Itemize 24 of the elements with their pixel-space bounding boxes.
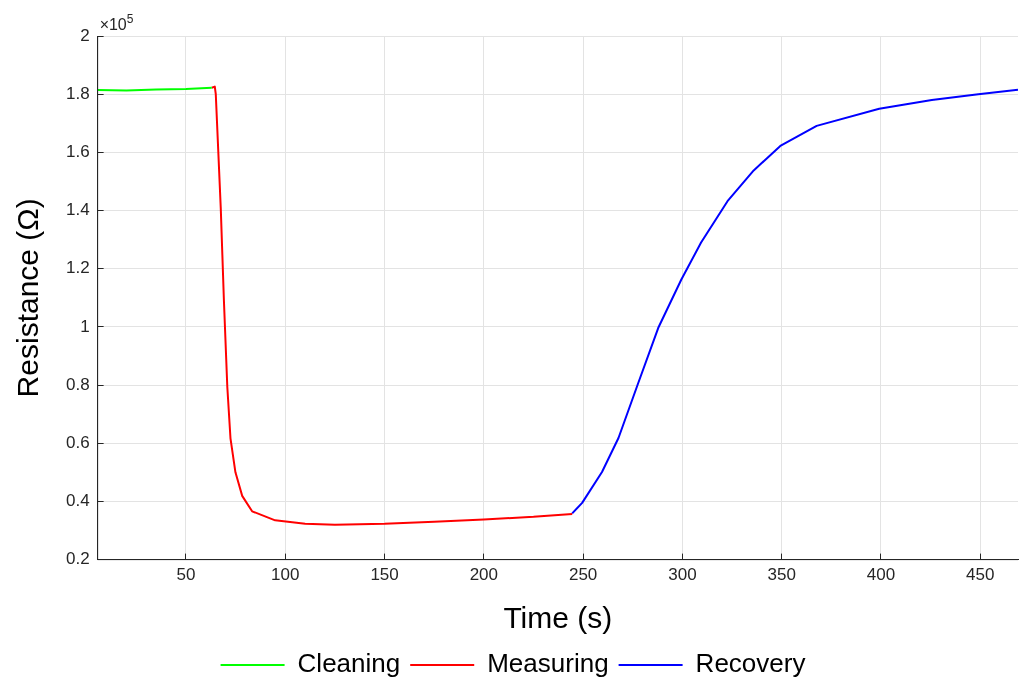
legend-label: Measuring bbox=[487, 648, 609, 679]
y-tick-label: 1.6 bbox=[65, 142, 90, 162]
x-tick-label: 150 bbox=[370, 565, 399, 585]
y-tick-label: 0.4 bbox=[65, 491, 90, 511]
x-tick-label: 400 bbox=[866, 565, 896, 585]
y-axis-title: Resistance (Ω) bbox=[11, 198, 45, 398]
x-tick-label: 200 bbox=[469, 565, 499, 585]
y-tick-label: 0.8 bbox=[65, 374, 90, 394]
x-tick-label: 450 bbox=[966, 565, 995, 585]
x-tick-label: 250 bbox=[568, 565, 598, 585]
legend-label: Cleaning bbox=[297, 648, 401, 679]
x-tick-label: 50 bbox=[176, 565, 196, 585]
x-tick-label: 350 bbox=[767, 565, 796, 585]
y-tick-label: 1.8 bbox=[65, 83, 90, 103]
x-axis-title: Time (s) bbox=[503, 601, 613, 635]
x-tick-label: 300 bbox=[668, 565, 697, 585]
y-tick-label: 1.4 bbox=[65, 200, 90, 220]
x-tick-label: 100 bbox=[271, 565, 300, 585]
y-tick-label: 1 bbox=[80, 316, 90, 336]
y-tick-label: 1.2 bbox=[65, 258, 90, 278]
y-tick-label: 2 bbox=[80, 25, 90, 45]
y-tick-label: 0.6 bbox=[65, 432, 90, 452]
legend-label: Recovery bbox=[695, 648, 806, 679]
y-tick-label: 0.2 bbox=[65, 549, 90, 569]
